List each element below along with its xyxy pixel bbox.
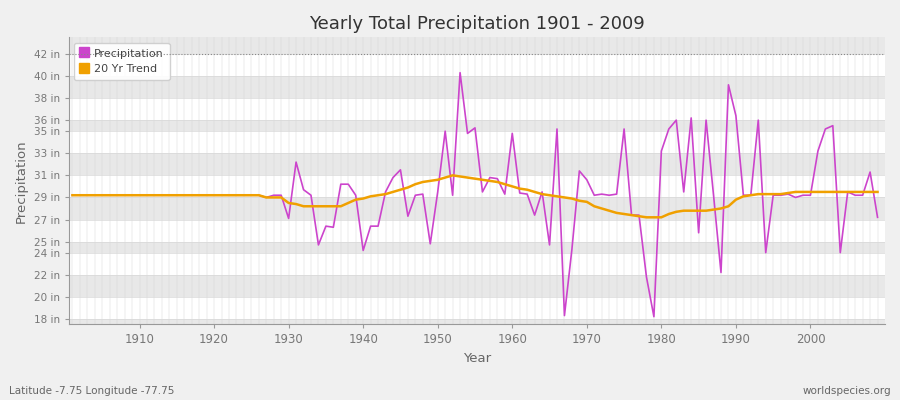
Bar <box>68 253 885 275</box>
Legend: Precipitation, 20 Yr Trend: Precipitation, 20 Yr Trend <box>75 43 169 80</box>
Bar <box>68 131 885 153</box>
Bar <box>68 297 885 319</box>
X-axis label: Year: Year <box>463 352 491 365</box>
Title: Yearly Total Precipitation 1901 - 2009: Yearly Total Precipitation 1901 - 2009 <box>309 15 644 33</box>
Bar <box>68 153 885 175</box>
Bar <box>68 242 885 253</box>
Bar <box>68 120 885 131</box>
Bar <box>68 275 885 297</box>
Text: Latitude -7.75 Longitude -77.75: Latitude -7.75 Longitude -77.75 <box>9 386 175 396</box>
Y-axis label: Precipitation: Precipitation <box>15 139 28 223</box>
Text: worldspecies.org: worldspecies.org <box>803 386 891 396</box>
Bar <box>68 54 885 76</box>
Bar <box>68 220 885 242</box>
Bar <box>68 76 885 98</box>
Bar <box>68 175 885 198</box>
Bar <box>68 98 885 120</box>
Bar <box>68 198 885 220</box>
